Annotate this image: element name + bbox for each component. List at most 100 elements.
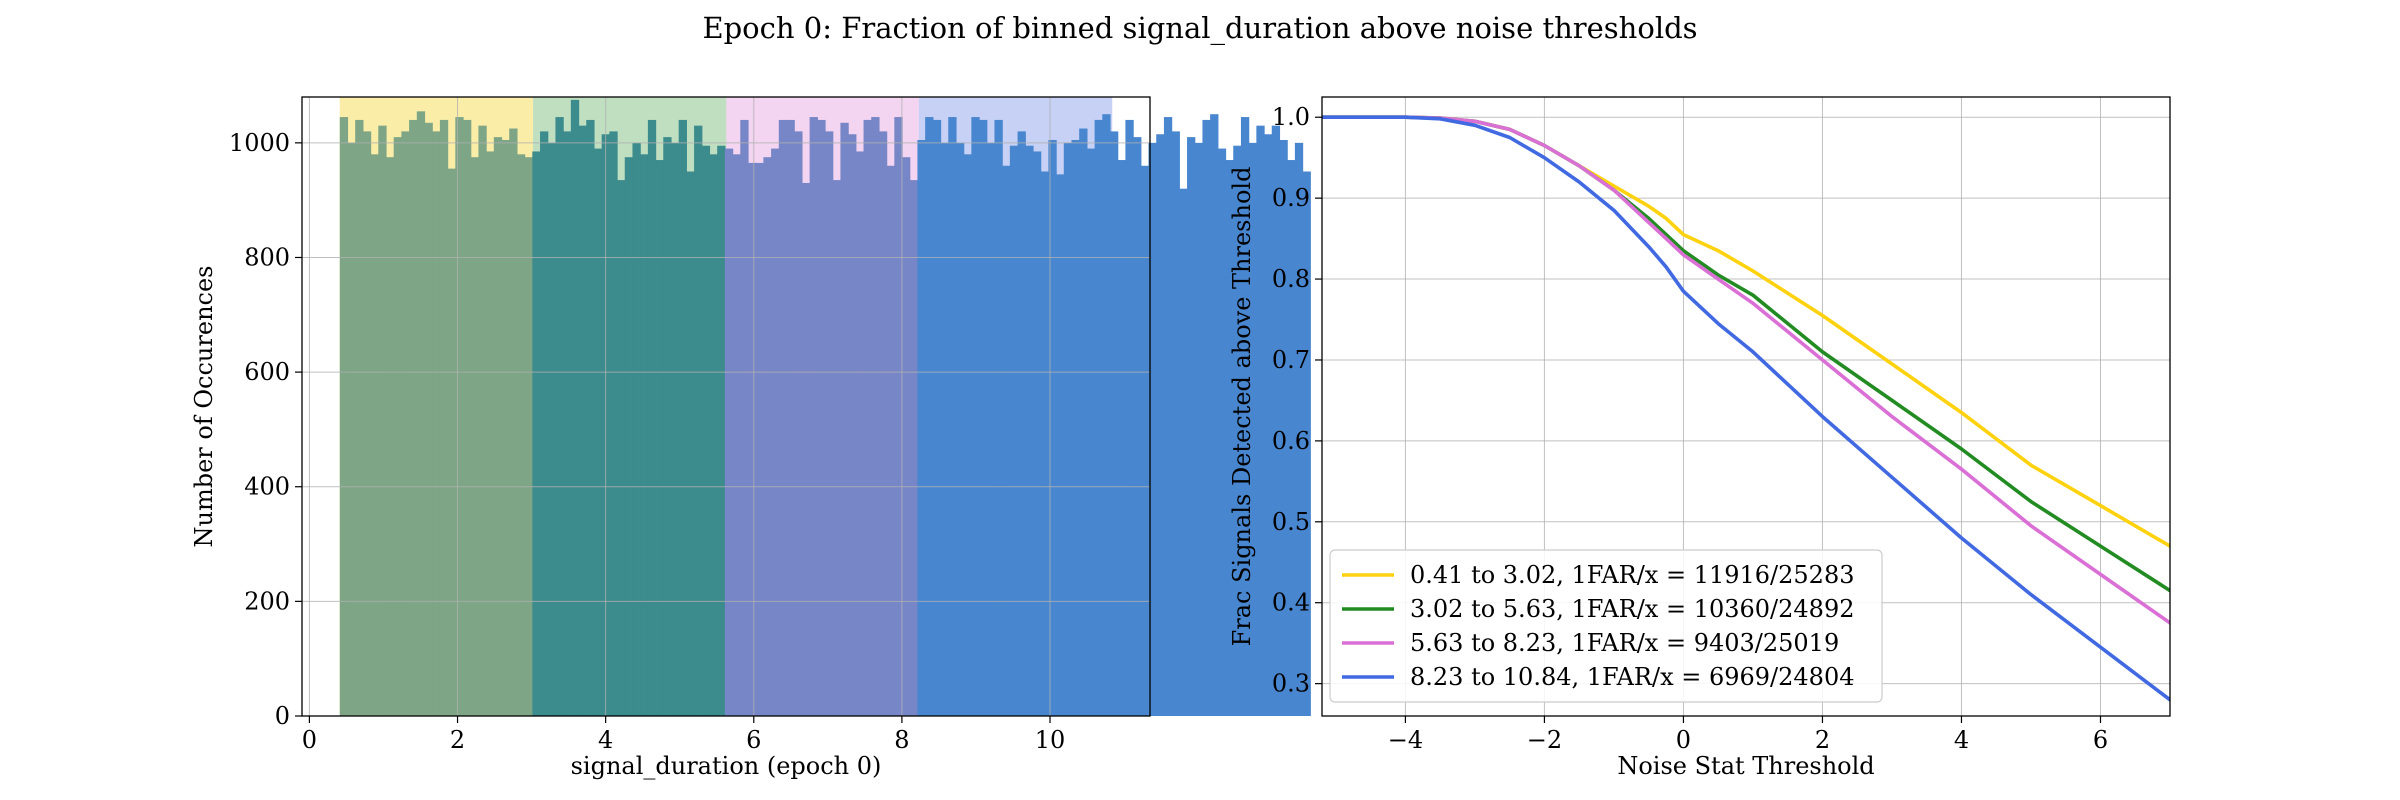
histogram-bar (1032, 151, 1042, 716)
histogram-bar (355, 119, 364, 717)
y-tick-label: 800 (244, 243, 290, 271)
x-tick-label: 4 (598, 726, 613, 754)
y-tick-label: 200 (244, 587, 290, 615)
histogram-bar (1187, 137, 1196, 717)
histogram-bar (694, 125, 703, 716)
legend: 0.41 to 3.02, 1FAR/x = 11916/25283 3.02 t… (1329, 549, 1883, 703)
histogram-bar (747, 162, 757, 716)
histogram-bar (932, 119, 942, 717)
histogram-bars (339, 99, 1311, 717)
histogram-axes-frame (301, 96, 1151, 717)
histogram-bar (1025, 145, 1034, 716)
x-tick-label: 10 (1035, 726, 1066, 754)
histogram-bar (925, 117, 934, 717)
x-tick-label: 6 (746, 726, 761, 754)
histogram-bar (1302, 171, 1311, 716)
histogram-bar (578, 125, 587, 716)
y-tick-label: 1000 (229, 129, 290, 157)
histogram-bar (763, 157, 772, 717)
histogram-bar (1140, 165, 1150, 716)
x-tick-label: 0 (302, 726, 317, 754)
histogram-bar (624, 157, 634, 717)
histogram-bar (817, 119, 826, 717)
histogram-bar (1279, 139, 1288, 717)
x-tick-label: 2 (1815, 726, 1830, 754)
y-tick-label: 0.7 (1272, 346, 1310, 374)
histogram-bar (647, 119, 657, 717)
histogram-bar (617, 180, 626, 717)
y-tick-label: 0.9 (1272, 184, 1310, 212)
y-tick-label: 0 (275, 702, 290, 730)
histogram-bar (848, 134, 857, 716)
series-line-4 (1322, 115, 2170, 702)
histogram-bar (1171, 131, 1180, 716)
histogram-bar (1240, 117, 1250, 717)
histogram-bar (855, 151, 865, 716)
histogram-bar (1071, 139, 1080, 717)
y-tick-label: 1.0 (1272, 103, 1310, 131)
histogram-bar (732, 154, 741, 716)
histogram-plot: 0 2 4 6 8 10 0 200 400 600 800 1000 signal_duration… (190, 96, 1311, 780)
histogram-bar (724, 148, 734, 717)
histogram-bar (686, 171, 695, 716)
histogram-bar (1002, 165, 1011, 716)
histogram-bar (1256, 125, 1265, 716)
histogram-bar (1294, 142, 1304, 716)
histogram-bar (586, 119, 595, 717)
series-line-3 (1322, 115, 2170, 625)
histogram-bar (801, 182, 811, 716)
histogram-bar (1009, 145, 1019, 716)
line-plot-y-axis-label: Frac Signals Detected above Threshold (1228, 167, 1256, 647)
series-line-2 (1322, 115, 2170, 593)
histogram-bar (863, 119, 872, 717)
series-line-1 (1322, 115, 2170, 548)
histogram-bar (871, 117, 880, 717)
histogram-bar (547, 142, 557, 716)
y-tick-label: 0.6 (1272, 427, 1310, 455)
histogram-bar (778, 119, 788, 717)
histogram-bar (717, 145, 726, 716)
histogram-bar (878, 131, 888, 716)
x-tick-label: 6 (2093, 726, 2108, 754)
histogram-bar (1094, 119, 1103, 717)
histogram-bar (570, 99, 580, 717)
histogram-bar (463, 119, 472, 717)
histogram-bar (794, 131, 803, 716)
histogram-bar (971, 117, 980, 717)
histogram-bar (1056, 174, 1065, 716)
histogram-bar (909, 180, 919, 717)
x-tick-label: 0 (1676, 726, 1691, 754)
histogram-bar (524, 157, 533, 717)
histogram-bar (825, 131, 834, 716)
histogram-bar (516, 154, 526, 716)
histogram-bar (409, 119, 418, 717)
histogram-bar (1048, 139, 1057, 717)
histogram-bar (1063, 142, 1073, 716)
histogram-bar (563, 131, 572, 716)
histogram-bar (955, 142, 965, 716)
line-plot-ticks: −4 −2 0 2 4 6 0.3 0.4 0.5 0.6 0.7 0.8 0.9 1.0 (1272, 103, 2108, 754)
histogram-bar (886, 165, 895, 716)
histogram-bar (1194, 142, 1204, 716)
histogram-bar (378, 125, 387, 716)
histogram-bar (655, 160, 664, 717)
figure-title: Epoch 0: Fraction of binned signal_durat… (702, 11, 1697, 46)
histogram-bar (609, 131, 618, 716)
histogram-bar (917, 139, 926, 717)
histogram-bar (709, 154, 718, 716)
histogram-bar (1225, 160, 1234, 717)
histogram-bar (632, 142, 641, 716)
histogram-bar (493, 137, 503, 717)
legend-box (1329, 549, 1883, 703)
histogram-bar (455, 117, 464, 717)
histogram-bar (1079, 128, 1088, 717)
histogram-bar (540, 131, 549, 716)
histogram-bar (370, 154, 379, 716)
x-tick-label: 2 (450, 726, 465, 754)
histogram-bar (401, 131, 410, 716)
histogram-bar (1233, 145, 1242, 716)
histogram-bar (347, 142, 356, 716)
histogram-bar (501, 139, 510, 717)
histogram-bar (902, 157, 911, 717)
